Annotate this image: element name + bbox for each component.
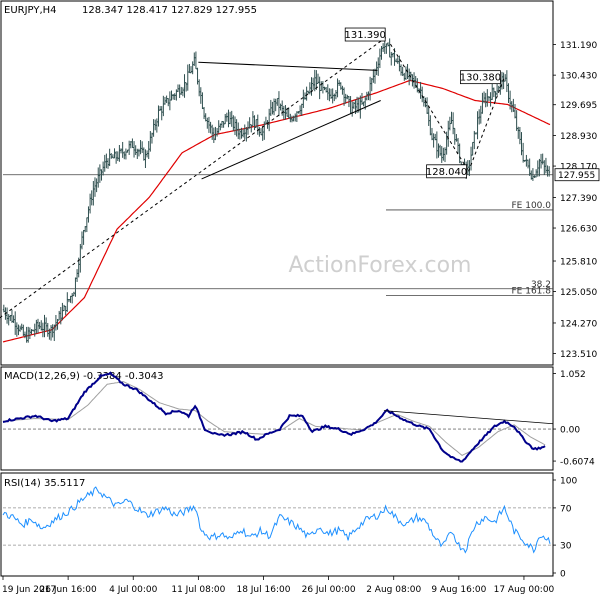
rsi-y-tick-label: 0: [560, 570, 566, 580]
macd-y-tick-label: -0.6074: [560, 458, 595, 468]
fib-level-label: 38.2: [531, 280, 551, 290]
projection-dashed-line: [468, 76, 505, 172]
rsi-panel: RSI(14) 35.5117 100 70 30 0: [0, 472, 577, 580]
watermark: ActionForex.com: [289, 253, 472, 278]
macd-panel-frame: [0, 366, 554, 471]
current-price-label: 127.955: [558, 171, 595, 181]
price-annotation-box: [460, 70, 501, 85]
y-tick-label: 129.695: [560, 101, 597, 111]
macd-trendline: [383, 410, 554, 425]
rsi-panel-frame: [0, 472, 554, 577]
y-tick-label: 128.170: [560, 163, 597, 173]
x-tick-label: 9 Aug 16:00: [431, 585, 486, 595]
x-tick-label: 2 Aug 08:00: [366, 585, 421, 595]
y-tick-label: 130.430: [560, 72, 597, 82]
y-tick-label: 125.050: [560, 288, 597, 298]
macd-y-tick-label: 0.00: [560, 426, 580, 436]
x-tick-label: 18 Jul 16:00: [236, 585, 290, 595]
x-tick-label: 17 Aug 00:00: [494, 585, 555, 595]
macd-y-tick-label: 1.052: [560, 370, 586, 380]
price-annotation-label: 128.040: [426, 167, 467, 178]
fib-level-label: FE 100.0: [512, 201, 552, 211]
x-tick-label: 19 Jun 2017: [2, 585, 56, 595]
trendline: [201, 100, 381, 180]
x-tick-label: 11 Jul 08:00: [171, 585, 225, 595]
macd-title: MACD(12,26,9) -0.3384 -0.3043: [4, 371, 164, 382]
projection-dashed-line: [390, 43, 470, 172]
current-price-tag: [554, 168, 600, 182]
rsi-y-tick-label: 70: [560, 504, 572, 514]
rsi-y-tick-label: 100: [560, 477, 577, 487]
y-tick-label: 125.810: [560, 258, 597, 268]
price-annotation-label: 131.390: [345, 30, 386, 41]
rsi-title: RSI(14) 35.5117: [4, 478, 85, 489]
y-tick-label: 126.630: [560, 225, 597, 235]
ohlc-readout: 128.347 128.417 127.829 127.955: [82, 5, 257, 16]
y-tick-label: 127.390: [560, 194, 597, 204]
price-chart-title: EURJPY,H4: [4, 5, 57, 16]
price-panel-frame: [0, 0, 554, 366]
macd-panel: MACD(12,26,9) -0.3384 -0.3043 1.052 0.00 -…: [0, 366, 595, 471]
trendline: [198, 61, 378, 71]
price-panel: EURJPY,H4 128.347 128.417 127.829 127.95…: [0, 0, 600, 366]
y-tick-label: 123.510: [560, 350, 597, 360]
price-annotation-box: [426, 164, 468, 179]
y-tick-label: 131.190: [560, 41, 597, 51]
y-tick-label: 128.930: [560, 132, 597, 142]
x-tick-label: 26 Jul 00:00: [302, 585, 356, 595]
projection-dashed-line: [0, 36, 388, 319]
candle: [548, 166, 551, 177]
rsi-y-tick-label: 30: [560, 542, 572, 552]
x-tick-label: 4 Jul 00:00: [109, 585, 158, 595]
macd-line: [2, 371, 546, 463]
price-annotation-label: 130.380: [460, 73, 501, 84]
sma-line: [2, 79, 551, 343]
price-annotation-box: [344, 27, 386, 42]
rsi-line: [2, 486, 551, 554]
fib-level-label: FE 161.8: [512, 287, 552, 297]
y-tick-label: 124.270: [560, 319, 597, 329]
x-tick-label: 26 Jun 16:00: [40, 585, 97, 595]
